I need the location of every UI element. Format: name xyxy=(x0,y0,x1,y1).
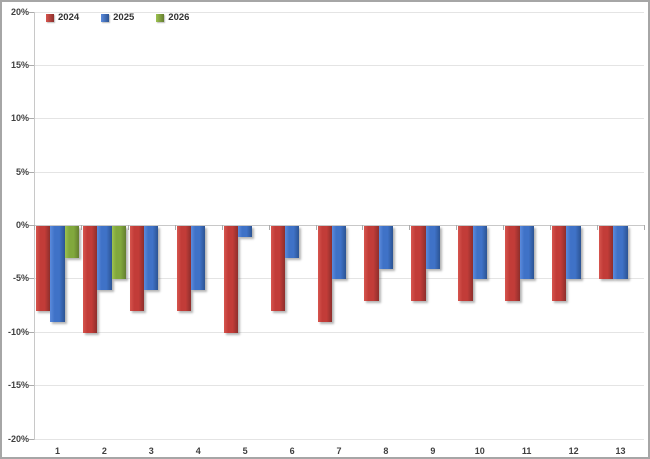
x-axis-label: 10 xyxy=(474,445,485,456)
bar-2024-cat5 xyxy=(223,226,238,333)
category-tick xyxy=(503,225,505,230)
y-axis-label: 5% xyxy=(15,166,29,177)
legend-label: 2025 xyxy=(113,12,135,23)
x-axis-label: 9 xyxy=(430,445,436,456)
y-axis-label: -20% xyxy=(7,433,29,444)
legend-swatch-icon xyxy=(46,13,54,22)
x-axis-label: 11 xyxy=(521,445,532,456)
bar-2024-cat2 xyxy=(82,226,98,333)
bar-2025-cat7 xyxy=(331,226,347,280)
category-tick xyxy=(174,225,176,230)
y-axis-tick xyxy=(29,438,34,440)
y-axis-label: -15% xyxy=(7,380,29,391)
x-axis-label: 7 xyxy=(336,445,342,456)
chart-legend: 2024 2025 2026 xyxy=(46,12,189,23)
x-axis-label: 12 xyxy=(568,445,579,456)
category-tick xyxy=(34,225,35,230)
gridline-10 xyxy=(34,118,644,120)
bar-2024-cat3 xyxy=(129,226,145,312)
category-tick xyxy=(597,225,599,230)
category-tick xyxy=(80,225,82,230)
y-axis-label: -10% xyxy=(7,326,29,337)
bar-2025-cat13 xyxy=(613,226,628,280)
bar-2025-cat12 xyxy=(566,226,581,280)
bar-2025-cat2 xyxy=(97,226,112,291)
category-tick xyxy=(456,225,458,230)
bar-2025-cat5 xyxy=(238,226,253,237)
x-axis-label: 8 xyxy=(383,445,389,456)
x-axis-label: 5 xyxy=(242,445,248,456)
legend-item-2025: 2025 xyxy=(101,12,134,23)
y-axis-label: 10% xyxy=(10,113,29,124)
bar-2024-cat9 xyxy=(411,226,426,301)
x-axis-label: 1 xyxy=(54,445,60,456)
bar-2024-cat6 xyxy=(270,226,285,312)
bar-2025-cat6 xyxy=(284,226,300,259)
y-axis-label: 0% xyxy=(15,220,29,230)
y-axis-label: -5% xyxy=(12,273,29,284)
bar-2024-cat11 xyxy=(505,226,520,301)
bar-2025-cat10 xyxy=(472,226,487,280)
legend-swatch-icon xyxy=(156,13,165,22)
bar-2024-cat13 xyxy=(599,226,614,280)
y-axis-tick xyxy=(29,11,34,13)
bar-2026-cat1 xyxy=(64,226,79,259)
bar-2025-cat11 xyxy=(519,226,534,280)
x-axis-label: 4 xyxy=(195,445,201,456)
category-tick xyxy=(268,225,270,230)
category-tick xyxy=(550,225,552,230)
bar-2025-cat3 xyxy=(144,226,159,291)
y-axis-tick xyxy=(29,225,34,226)
gridline--20 xyxy=(34,438,644,440)
legend-label: 2026 xyxy=(168,12,190,23)
y-axis-label: 20% xyxy=(10,6,29,17)
category-tick xyxy=(644,225,645,230)
bar-2024-cat1 xyxy=(36,226,51,312)
legend-item-2026: 2026 xyxy=(156,12,189,23)
category-tick xyxy=(127,225,129,230)
bar-2024-cat12 xyxy=(552,226,567,301)
bar-2024-cat7 xyxy=(317,226,332,323)
y-axis-tick xyxy=(29,64,34,66)
gridline-5 xyxy=(34,171,644,173)
category-tick xyxy=(409,225,411,230)
legend-label: 2024 xyxy=(58,12,80,23)
gridline--15 xyxy=(34,385,644,387)
legend-swatch-icon xyxy=(101,13,110,22)
category-tick xyxy=(315,225,317,230)
zero-axis-line xyxy=(34,225,644,226)
y-axis-tick xyxy=(29,171,34,173)
y-axis-tick xyxy=(29,118,34,120)
bar-2024-cat4 xyxy=(176,226,192,312)
x-axis-label: 2 xyxy=(101,445,107,456)
y-axis-tick xyxy=(29,331,34,333)
y-axis-label: 15% xyxy=(10,59,29,70)
bar-2025-cat4 xyxy=(191,226,206,291)
y-axis-tick xyxy=(29,278,34,280)
bar-2025-cat9 xyxy=(425,226,440,269)
bar-2025-cat8 xyxy=(378,226,394,269)
bar-2025-cat1 xyxy=(50,226,65,323)
x-axis-label: 6 xyxy=(289,445,295,456)
category-tick xyxy=(362,225,364,230)
legend-item-2024: 2024 xyxy=(46,12,79,23)
y-axis-tick xyxy=(29,385,34,387)
x-axis-label: 3 xyxy=(148,445,154,456)
category-tick xyxy=(221,225,223,230)
bar-2026-cat2 xyxy=(111,226,126,280)
bar-2024-cat8 xyxy=(364,226,379,301)
x-axis-label: 13 xyxy=(615,445,626,456)
gridline-20 xyxy=(34,11,644,13)
bar-2024-cat10 xyxy=(458,226,473,301)
gridline--10 xyxy=(34,331,644,333)
gridline-15 xyxy=(34,64,644,66)
